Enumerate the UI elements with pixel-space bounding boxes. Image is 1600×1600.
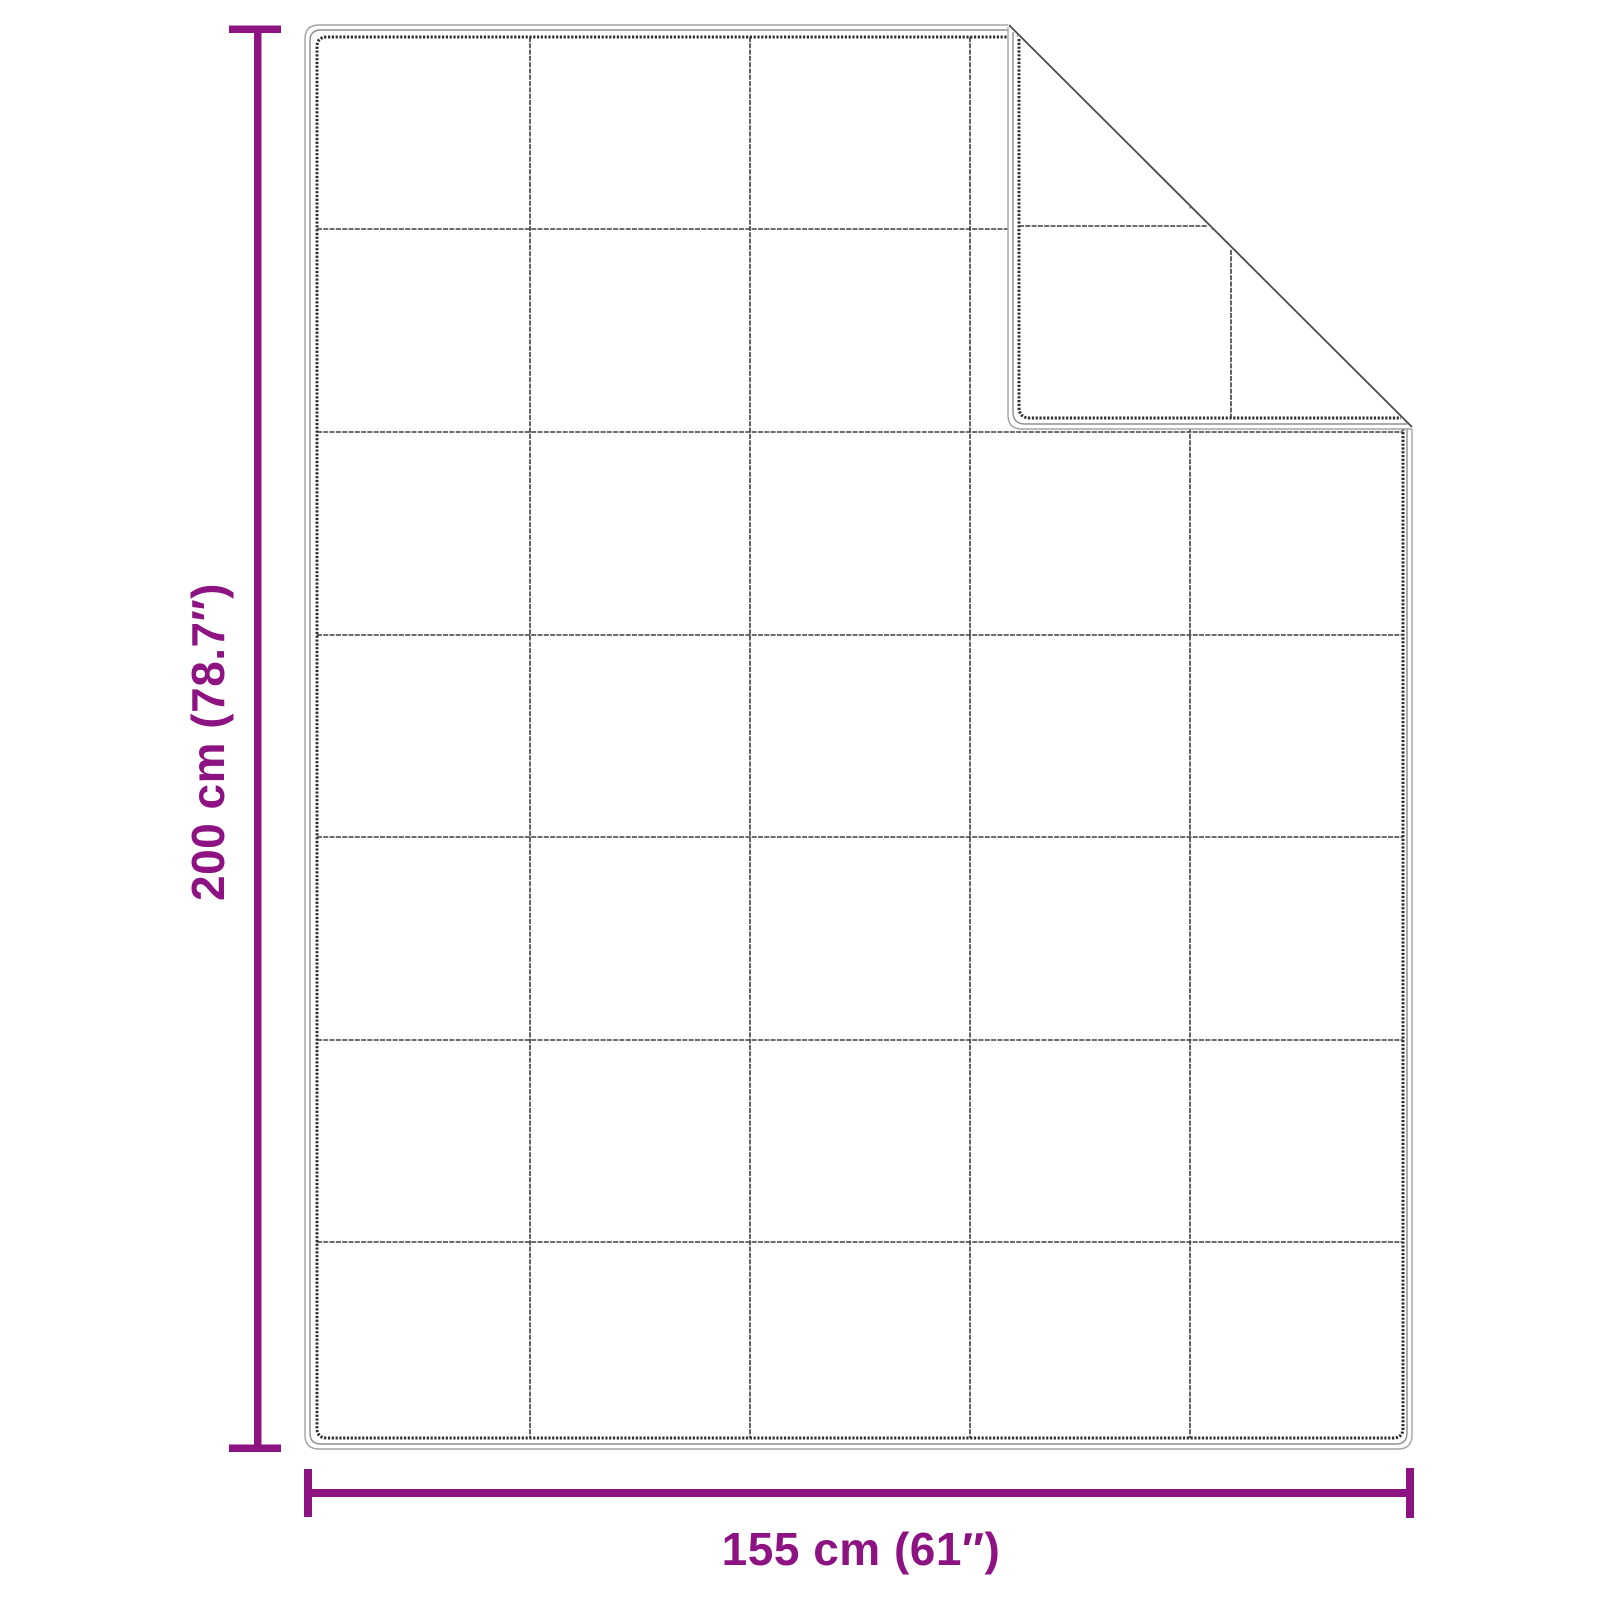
folded-corner-flap xyxy=(1007,27,1412,430)
height-dimension-tick-top xyxy=(229,25,281,33)
flap-fill xyxy=(1008,27,1412,429)
width-dimension: 155 cm (61″) xyxy=(304,1468,1414,1575)
height-dimension-label: 200 cm (78.7″) xyxy=(182,583,234,901)
height-dimension-tick-bottom xyxy=(229,1444,281,1452)
width-dimension-label: 155 cm (61″) xyxy=(722,1523,1001,1575)
height-dimension: 200 cm (78.7″) xyxy=(182,25,281,1452)
height-dimension-line xyxy=(254,29,262,1448)
width-dimension-tick-right xyxy=(1406,1468,1414,1518)
blanket-body xyxy=(304,24,1413,1450)
blanket-edge-piping xyxy=(304,24,1413,1450)
flap-edge-piping xyxy=(1007,27,1412,430)
flap-stitch-lines xyxy=(1019,225,1232,418)
blanket-body-fill xyxy=(305,25,1412,1449)
width-dimension-line xyxy=(308,1489,1410,1497)
width-dimension-tick-left xyxy=(304,1469,312,1517)
